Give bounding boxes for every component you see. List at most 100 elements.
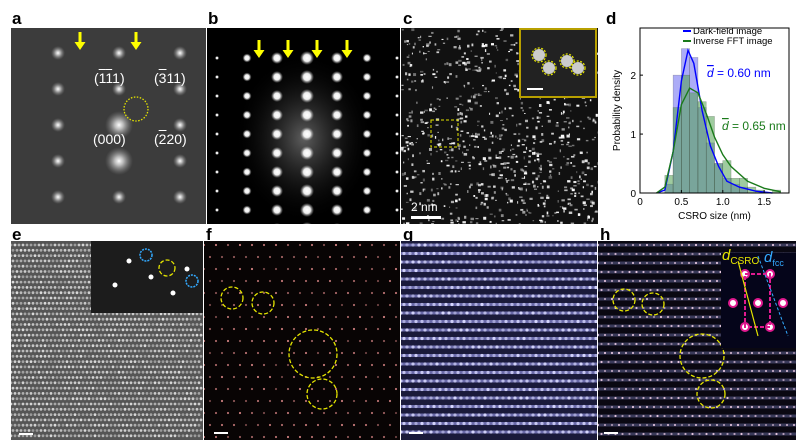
atom-column <box>471 345 475 349</box>
atom-column <box>181 360 185 363</box>
atom-column <box>17 339 21 342</box>
bright-speckle <box>438 139 440 142</box>
bright-speckle <box>443 183 446 185</box>
atom-column <box>141 360 145 363</box>
atom-column <box>628 432 631 436</box>
atom-column <box>432 404 436 409</box>
atom-column <box>617 279 621 283</box>
atom-column <box>173 434 177 438</box>
atom-column <box>712 360 715 364</box>
atom-column <box>495 243 499 247</box>
bright-speckle <box>477 189 481 191</box>
bright-speckle <box>495 222 497 224</box>
atom-column <box>480 387 484 392</box>
atom-column <box>280 375 284 379</box>
atom-column <box>61 423 65 427</box>
atom-column <box>352 351 356 355</box>
atom-column <box>63 407 67 411</box>
bright-speckle <box>407 124 409 127</box>
atom-column <box>549 379 553 383</box>
atom-column <box>447 277 451 281</box>
atom-column <box>151 365 155 369</box>
bright-speckle <box>422 188 426 191</box>
atom-column <box>673 423 677 427</box>
atom-column <box>53 339 57 342</box>
atom-column <box>501 413 505 417</box>
atom-column <box>175 386 179 390</box>
atom-column <box>250 291 254 295</box>
atom-column <box>549 396 553 400</box>
atom-column <box>659 243 663 247</box>
atom-column <box>465 396 469 400</box>
atom-column <box>45 307 49 310</box>
atom-column <box>429 396 433 400</box>
atom-column <box>103 376 107 379</box>
atom-column <box>525 311 529 315</box>
bright-speckle <box>401 134 404 137</box>
atom-column <box>649 360 652 364</box>
atom-column <box>214 291 218 295</box>
atom-column <box>262 363 266 367</box>
diffraction-spot <box>395 132 399 136</box>
atom-column <box>635 396 638 400</box>
atom-column <box>680 279 684 283</box>
atom-column <box>183 354 187 358</box>
atom-column <box>740 432 743 436</box>
atom-column <box>199 354 203 358</box>
atom-column <box>55 344 59 348</box>
atom-column <box>19 397 23 401</box>
atom-column <box>149 360 153 363</box>
atom-column <box>189 328 193 332</box>
atom-column <box>61 349 65 353</box>
atom-column <box>199 407 203 411</box>
atom-column <box>171 312 175 316</box>
bright-speckle <box>591 201 595 205</box>
bright-speckle <box>432 172 434 175</box>
atom-column <box>17 243 21 247</box>
selection-box <box>430 119 459 148</box>
bright-speckle <box>459 111 462 115</box>
atom-column <box>53 392 57 395</box>
atom-column <box>495 311 499 315</box>
atom-column <box>701 279 705 283</box>
atom-column <box>516 285 520 290</box>
bright-speckle <box>463 145 466 148</box>
atom-column <box>250 435 254 439</box>
atom-column <box>77 402 81 406</box>
atom-column <box>125 370 129 374</box>
atom-column <box>761 432 764 436</box>
atom-column <box>444 404 448 409</box>
bright-speckle <box>488 148 491 152</box>
atom-column <box>91 323 95 326</box>
atom-column <box>27 280 31 284</box>
atom-column <box>405 294 409 298</box>
atom-column <box>197 392 201 395</box>
atom-column <box>226 315 230 319</box>
atom-column <box>567 243 571 247</box>
bright-speckle <box>449 206 451 208</box>
atom-column <box>29 254 33 257</box>
atom-column <box>107 407 111 411</box>
atom-column <box>414 268 418 273</box>
atom-column <box>489 294 493 298</box>
bright-speckle <box>569 187 572 190</box>
atom-column <box>133 413 137 416</box>
bright-speckle <box>579 120 582 123</box>
atom-column <box>576 404 580 409</box>
atom-column <box>719 414 722 418</box>
bright-speckle <box>520 101 524 105</box>
atom-column <box>459 260 463 264</box>
bright-speckle <box>504 129 506 131</box>
atom-column <box>141 434 145 438</box>
atom-column <box>67 397 71 401</box>
atom-column <box>420 251 424 256</box>
atom-column <box>109 317 113 321</box>
atom-column <box>147 397 151 401</box>
atom-column <box>57 286 61 289</box>
atom-column <box>444 268 448 273</box>
atom-column <box>754 378 757 382</box>
atom-column <box>141 328 145 332</box>
bright-speckle <box>438 105 441 107</box>
atom-column <box>411 328 415 332</box>
atom-column <box>85 349 89 353</box>
